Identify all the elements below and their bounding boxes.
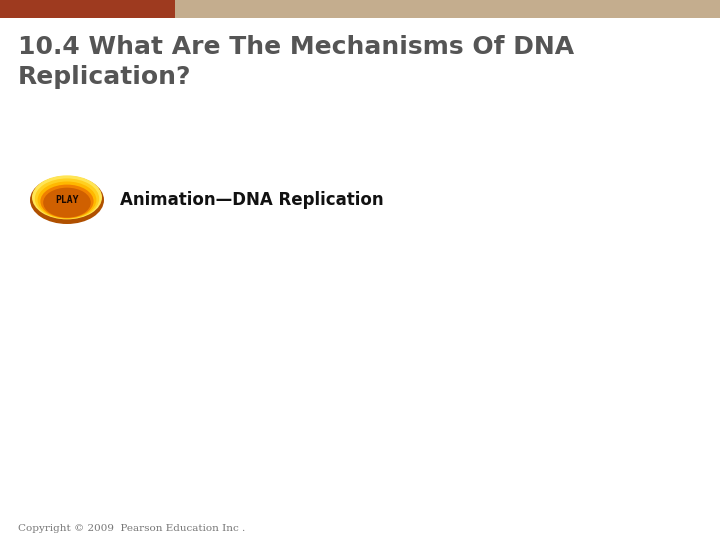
Ellipse shape (32, 176, 102, 219)
Text: 10.4 What Are The Mechanisms Of DNA: 10.4 What Are The Mechanisms Of DNA (18, 35, 574, 59)
Ellipse shape (35, 178, 99, 219)
Ellipse shape (37, 181, 96, 219)
Text: PLAY: PLAY (55, 195, 78, 205)
Bar (175, 0, 720, 18)
Ellipse shape (30, 176, 104, 224)
Bar (0, 0, 175, 18)
Text: Replication?: Replication? (18, 65, 192, 89)
Text: Copyright © 2009  Pearson Education Inc .: Copyright © 2009 Pearson Education Inc . (18, 524, 246, 533)
Text: Animation—DNA Replication: Animation—DNA Replication (120, 191, 384, 209)
Ellipse shape (40, 185, 94, 218)
Ellipse shape (43, 188, 91, 218)
